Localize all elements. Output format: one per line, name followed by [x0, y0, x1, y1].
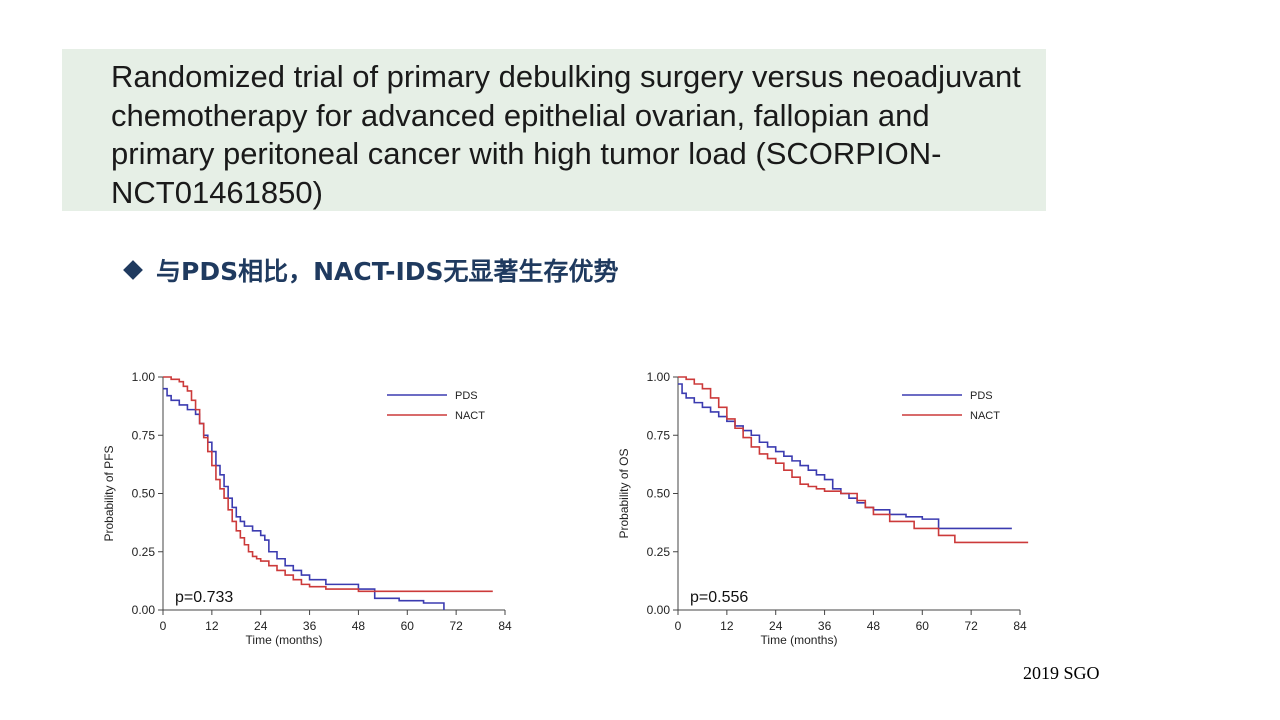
x-tick-label: 24 — [769, 619, 783, 633]
x-axis-label: Time (months) — [246, 633, 323, 647]
legend-label-pds: PDS — [970, 390, 993, 402]
legend-label-nact: NACT — [455, 410, 485, 422]
series-line-nact — [678, 376, 1029, 544]
x-tick-label: 0 — [160, 619, 167, 633]
y-axis-label: Probability of PFS — [102, 445, 116, 541]
series-line-pds — [678, 383, 1012, 530]
slide-subtitle-row: 与PDS相比，NACT-IDS无显著生存优势 — [123, 252, 619, 288]
legend-label-nact: NACT — [970, 410, 1000, 422]
km-chart-svg-1: 0.00 0.25 0.50 0.75 1.00 0 12 24 36 48 60 72 84 Time … — [617, 370, 1029, 647]
y-axis-label: Probability of OS — [617, 448, 631, 538]
x-tick-label: 48 — [867, 619, 881, 633]
x-tick-label: 84 — [1013, 619, 1027, 633]
y-tick-label: 0.50 — [132, 487, 156, 501]
x-tick-label: 24 — [254, 619, 268, 633]
slide-title: Randomized trial of primary debulking su… — [111, 59, 1021, 210]
y-tick-label: 0.00 — [132, 603, 156, 617]
p-value-annotation: p=0.556 — [690, 589, 748, 606]
y-tick-label: 0.00 — [647, 603, 671, 617]
y-tick-label: 0.25 — [647, 545, 671, 559]
footer-source: 2019 SGO — [1023, 663, 1100, 683]
slide-subtitle: 与PDS相比，NACT-IDS无显著生存优势 — [156, 257, 619, 286]
series-line-pds — [163, 387, 445, 610]
pfs-chart: 0.00 0.25 0.50 0.75 1.00 0 12 24 36 48 60 72 84 Time … — [95, 355, 515, 655]
x-tick-label: 12 — [205, 619, 219, 633]
title-box: Randomized trial of primary debulking su… — [62, 49, 1046, 211]
x-tick-label: 60 — [916, 619, 930, 633]
x-tick-label: 12 — [720, 619, 734, 633]
x-tick-label: 0 — [675, 619, 682, 633]
y-tick-label: 0.75 — [647, 428, 671, 442]
x-tick-label: 72 — [449, 619, 463, 633]
legend-label-pds: PDS — [455, 390, 478, 402]
km-chart-svg-0: 0.00 0.25 0.50 0.75 1.00 0 12 24 36 48 60 72 84 Time … — [102, 370, 512, 647]
p-value-annotation: p=0.733 — [175, 589, 233, 606]
y-tick-label: 0.50 — [647, 487, 671, 501]
x-tick-label: 60 — [401, 619, 415, 633]
x-tick-label: 72 — [964, 619, 978, 633]
os-chart: 0.00 0.25 0.50 0.75 1.00 0 12 24 36 48 60 72 84 Time … — [610, 355, 1030, 655]
x-tick-label: 84 — [498, 619, 512, 633]
y-tick-label: 1.00 — [647, 370, 671, 384]
x-axis-label: Time (months) — [761, 633, 838, 647]
y-tick-label: 0.25 — [132, 545, 156, 559]
x-tick-label: 36 — [818, 619, 832, 633]
series-line-nact — [163, 376, 493, 593]
y-tick-label: 1.00 — [132, 370, 156, 384]
diamond-bullet-icon — [123, 260, 143, 280]
y-tick-label: 0.75 — [132, 428, 156, 442]
x-tick-label: 48 — [352, 619, 366, 633]
x-tick-label: 36 — [303, 619, 317, 633]
